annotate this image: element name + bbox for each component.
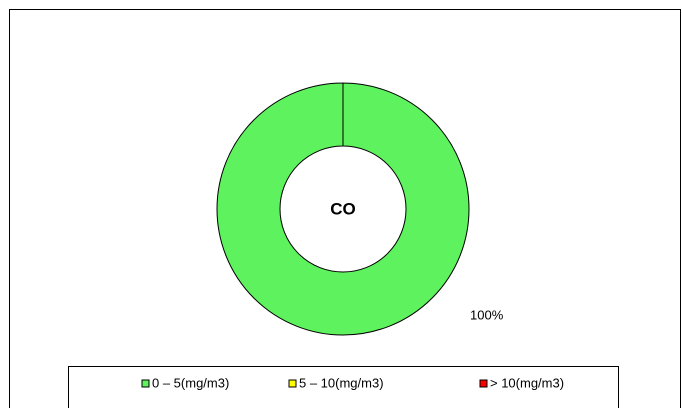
legend-swatch xyxy=(288,379,297,388)
legend-swatch xyxy=(141,379,150,388)
center-label: CO xyxy=(330,199,356,218)
donut-segment xyxy=(216,82,470,336)
legend-swatch xyxy=(479,379,488,388)
legend-label: > 10(mg/m3) xyxy=(490,375,564,390)
legend-label: 5 – 10(mg/m3) xyxy=(299,375,384,390)
chart-frame xyxy=(9,9,681,408)
data-label: 100% xyxy=(470,307,504,322)
legend-label: 0 – 5(mg/m3) xyxy=(152,375,229,390)
legend-box xyxy=(68,366,619,408)
